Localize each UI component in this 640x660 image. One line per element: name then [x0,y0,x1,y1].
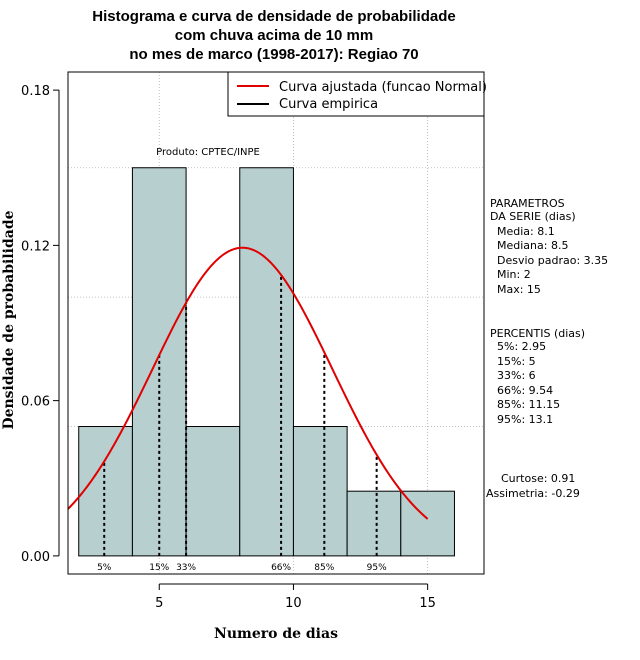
histogram-bars [78,167,455,557]
percentile-label-0: 5% [97,563,112,573]
x-axis-title: Numero de dias [214,626,338,642]
legend-label-normal: Curva ajustada (funcao Normal) [279,80,487,95]
histogram-bar-0 [78,426,133,557]
histogram-bar-3 [239,167,294,557]
histogram-bar-2 [185,426,241,557]
product-label: Produto: CPTEC/INPE [156,147,260,158]
x-tick-label-2: 15 [419,596,436,611]
y-axis-title: Densidade de probabilidade [1,210,17,429]
percentile-label-1: 15% [149,563,169,573]
y-tick-label-3: 0.18 [21,84,50,99]
param-title: PARAMETROS [490,197,565,210]
chart-title-line-1: Histograma e curva de densidade de proba… [92,8,455,25]
normal-curve [67,246,429,520]
x-tick-label-0: 5 [155,596,163,611]
param-desvio: Desvio padrao: 3.35 [490,254,608,267]
param-subtitle: DA SERIE (dias) [490,210,576,223]
percentile-label-3: 66% [271,563,291,573]
percentis-p95: 95%: 13.1 [490,413,553,426]
percentis-p66: 66%: 9.54 [490,384,553,397]
curtose-label: Curtose: 0.91 [494,472,575,485]
percentis-p85: 85%: 11.15 [490,398,560,411]
param-media: Media: 8.1 [490,225,555,238]
y-tick-label-1: 0.06 [21,395,50,410]
percentile-label-2: 33% [176,563,196,573]
histogram-bar-4 [292,426,348,557]
param-mediana: Mediana: 8.5 [490,239,568,252]
axes: 0.00 0.06 0.12 0.18 5 10 15 [21,84,436,611]
param-min: Min: 2 [490,268,531,281]
percentis-p33: 33%: 6 [490,369,536,382]
chart-title-line-3: no mes de marco (1998-2017): Regiao 70 [129,46,418,63]
x-tick-label-1: 10 [285,596,302,611]
chart-title-line-2: com chuva acima de 10 mm [175,27,373,44]
histogram-bar-5 [346,490,402,557]
percentis-p15: 15%: 5 [490,355,536,368]
percentis-title: PERCENTIS (dias) [490,327,585,340]
percentile-label-4: 85% [314,563,334,573]
legend: Curva ajustada (funcao Normal) Curva emp… [227,71,487,117]
y-tick-label-2: 0.12 [21,239,50,254]
y-tick-label-0: 0.00 [21,550,50,565]
legend-label-empirical: Curva empirica [279,97,378,112]
assimetria-label: Assimetria: -0.29 [486,487,580,500]
percentis-p5: 5%: 2.95 [490,340,546,353]
percentile-label-5: 95% [367,563,387,573]
param-max: Max: 15 [490,283,541,296]
percentile-lines: 5% 15% 33% 66% 85% 95% [97,274,387,573]
normal-curve-layer [67,246,429,520]
legend-box [227,71,485,117]
